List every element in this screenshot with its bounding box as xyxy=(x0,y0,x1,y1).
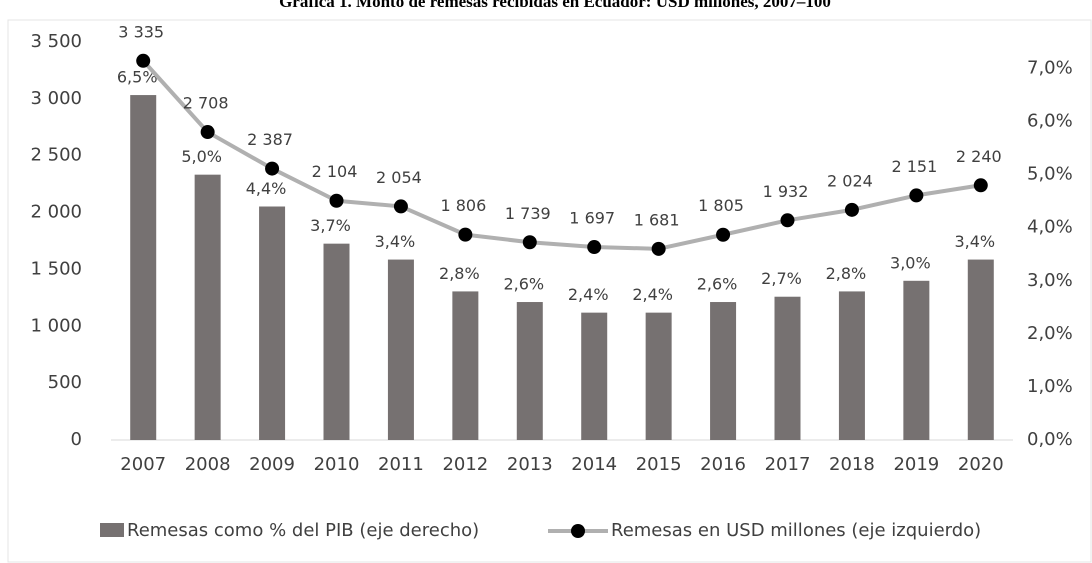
line-marker xyxy=(265,161,280,176)
y2-tick-label: 5,0% xyxy=(1027,164,1073,185)
chart-title: Gráfica 1. Monto de remesas recibidas en… xyxy=(279,0,831,11)
y-tick-label: 1 000 xyxy=(30,315,82,336)
x-tick-label: 2015 xyxy=(636,454,682,475)
bar-value-label: 5,0% xyxy=(181,147,222,166)
bar xyxy=(903,280,930,440)
x-tick-label: 2007 xyxy=(120,454,166,475)
y-tick-label: 3 000 xyxy=(30,88,82,109)
x-tick-label: 2017 xyxy=(765,454,811,475)
y2-tick-label: 7,0% xyxy=(1027,58,1073,79)
bar xyxy=(452,291,479,440)
x-tick-label: 2020 xyxy=(958,454,1004,475)
bar xyxy=(710,302,737,440)
bar-value-label: 2,4% xyxy=(568,285,609,304)
bar xyxy=(194,174,221,440)
bar xyxy=(516,302,543,440)
line-value-label: 2 104 xyxy=(312,162,358,181)
legend-swatch xyxy=(100,523,124,537)
bar-value-label: 2,6% xyxy=(697,275,738,294)
line-value-label: 3 335 xyxy=(118,22,164,41)
bar xyxy=(967,259,994,440)
x-tick-label: 2009 xyxy=(249,454,295,475)
line-value-label: 1 681 xyxy=(634,210,680,229)
bar-value-label: 2,8% xyxy=(826,264,867,283)
bar xyxy=(130,95,157,441)
line xyxy=(141,59,982,251)
y-tick-label: 1 500 xyxy=(30,258,82,279)
x-tick-label: 2011 xyxy=(378,454,424,475)
bar-value-label: 4,4% xyxy=(246,179,287,198)
bar xyxy=(387,259,414,440)
bar-value-label: 3,0% xyxy=(890,253,931,272)
line-marker xyxy=(522,235,537,250)
line-value-label: 1 739 xyxy=(505,204,551,223)
line-value-label: 1 932 xyxy=(763,182,809,201)
y2-tick-label: 6,0% xyxy=(1027,111,1073,132)
line-marker xyxy=(909,188,924,203)
bar-value-label: 3,7% xyxy=(310,216,351,235)
bar xyxy=(323,243,350,440)
bar xyxy=(259,206,286,440)
x-tick-label: 2010 xyxy=(314,454,360,475)
bar-value-label: 3,4% xyxy=(954,232,995,251)
legend-label: Remesas en USD millones (eje izquierdo) xyxy=(611,520,981,541)
y-tick-label: 2 500 xyxy=(30,145,82,166)
bar-value-label: 6,5% xyxy=(117,68,158,87)
y2-tick-label: 0,0% xyxy=(1027,429,1073,450)
line-marker xyxy=(329,193,344,208)
line-value-label: 2 387 xyxy=(247,130,293,149)
x-tick-label: 2013 xyxy=(507,454,553,475)
chart-frame xyxy=(7,19,1092,563)
bar-value-label: 2,7% xyxy=(761,269,802,288)
bar-value-label: 3,4% xyxy=(375,232,416,251)
y-tick-label: 500 xyxy=(48,372,82,393)
line-marker xyxy=(651,241,666,256)
y2-tick-label: 1,0% xyxy=(1027,376,1073,397)
y-tick-label: 3 500 xyxy=(30,31,82,52)
bar-value-label: 2,8% xyxy=(439,264,480,283)
line-value-label: 1 805 xyxy=(698,196,744,215)
bar-value-label: 2,6% xyxy=(503,275,544,294)
line-marker xyxy=(136,53,151,68)
line-marker xyxy=(973,178,988,193)
x-tick-label: 2012 xyxy=(442,454,488,475)
line-value-label: 1 806 xyxy=(440,196,486,215)
y-tick-label: 2 000 xyxy=(30,202,82,223)
line-value-label: 2 024 xyxy=(827,171,873,190)
legend-label: Remesas como % del PIB (eje derecho) xyxy=(127,520,479,541)
bar xyxy=(645,312,672,440)
line-value-label: 2 708 xyxy=(183,94,229,113)
line-value-label: 1 697 xyxy=(569,209,615,228)
line-marker xyxy=(393,199,408,214)
x-tick-label: 2018 xyxy=(829,454,875,475)
y-tick-label: 0 xyxy=(71,429,82,450)
line-value-label: 2 054 xyxy=(376,168,422,187)
line-marker xyxy=(458,227,473,242)
legend-marker xyxy=(571,524,585,538)
x-tick-label: 2019 xyxy=(893,454,939,475)
bar xyxy=(774,296,801,440)
line-value-label: 2 240 xyxy=(956,147,1002,166)
y2-tick-label: 4,0% xyxy=(1027,217,1073,238)
line-marker xyxy=(200,125,215,140)
bar xyxy=(581,312,608,440)
y2-tick-label: 2,0% xyxy=(1027,323,1073,344)
line-marker xyxy=(844,202,859,217)
bar xyxy=(838,291,865,440)
x-tick-label: 2008 xyxy=(185,454,231,475)
bar-value-label: 2,4% xyxy=(632,285,673,304)
line-value-label: 2 151 xyxy=(891,157,937,176)
line-marker xyxy=(587,240,602,255)
x-tick-label: 2014 xyxy=(571,454,617,475)
y2-tick-label: 3,0% xyxy=(1027,270,1073,291)
line-marker xyxy=(780,213,795,228)
x-tick-label: 2016 xyxy=(700,454,746,475)
line-marker xyxy=(716,227,731,242)
